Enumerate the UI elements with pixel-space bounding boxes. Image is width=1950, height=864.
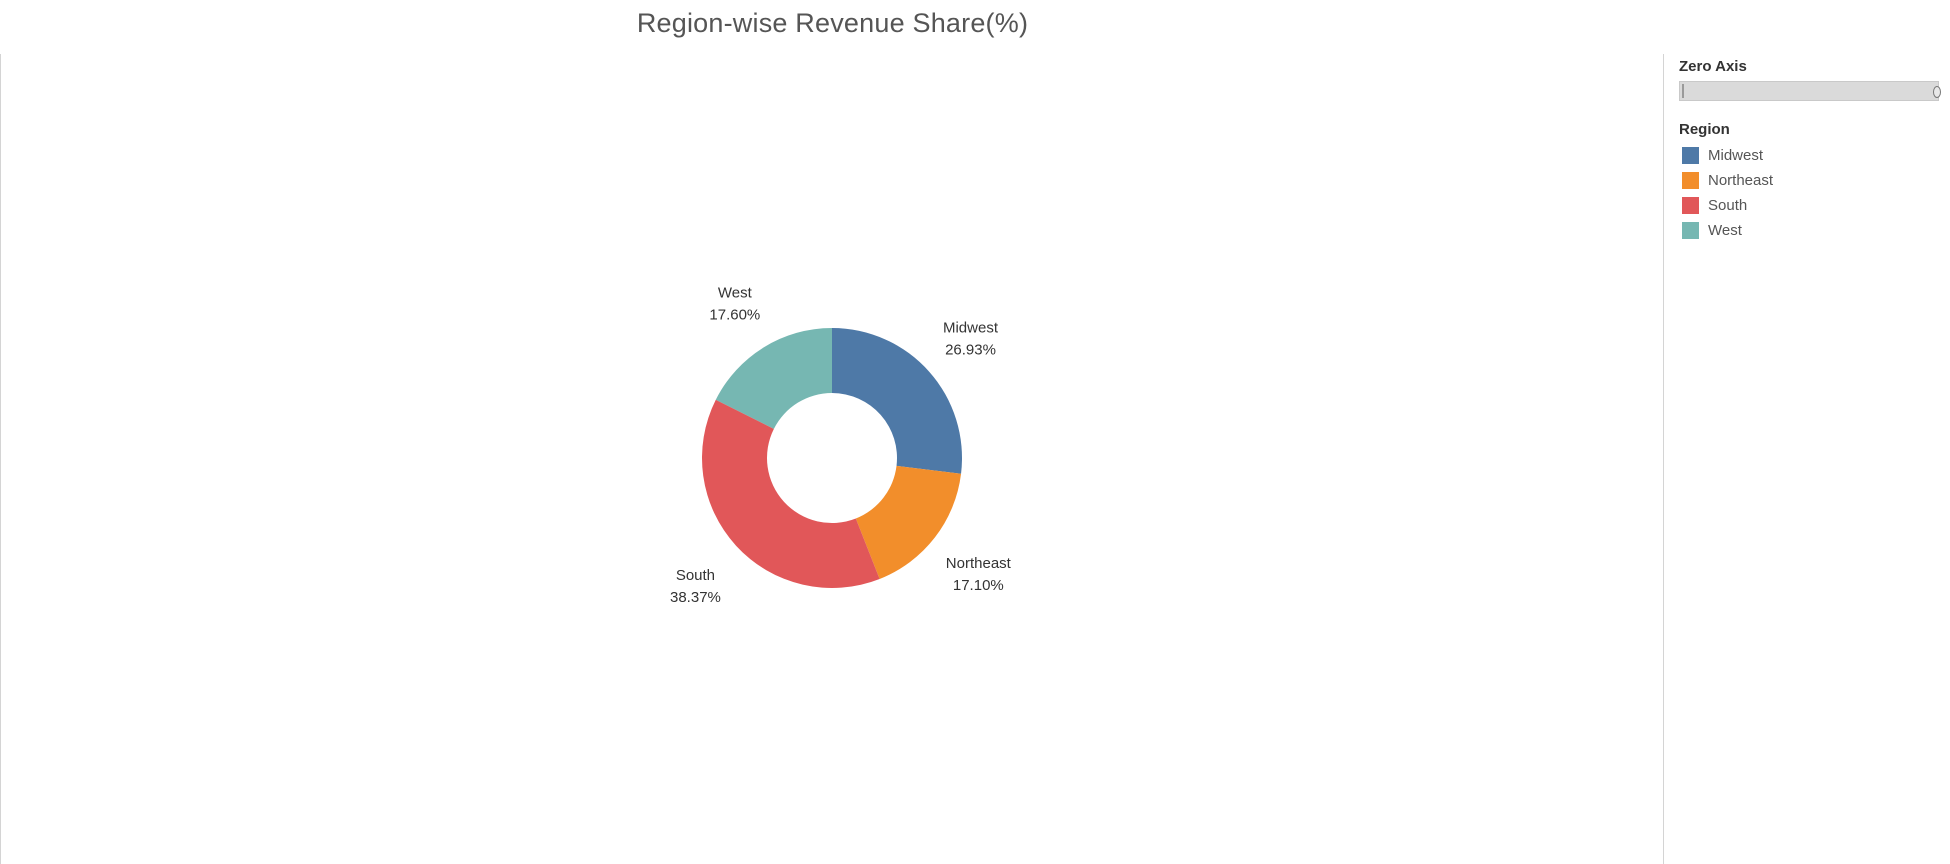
- slice-label-name: South: [676, 567, 715, 584]
- donut-chart: Midwest 26.93% Northeast 17.10% South 38.37% W…: [670, 285, 1012, 606]
- legend: Midwest Northeast South West: [1679, 143, 1949, 243]
- donut-slice-northeast[interactable]: [855, 465, 962, 579]
- slice-label-value: 17.10%: [953, 577, 1004, 594]
- slice-label-value: 26.93%: [945, 341, 996, 358]
- panel-divider: [1663, 54, 1664, 864]
- slice-label-value: 17.60%: [709, 307, 760, 324]
- slice-label-name: Northeast: [946, 555, 1012, 572]
- zero-axis-slider[interactable]: [1679, 81, 1941, 101]
- donut-slice-south[interactable]: [701, 399, 880, 589]
- legend-item-south[interactable]: South: [1679, 193, 1949, 218]
- legend-swatch: [1682, 222, 1699, 239]
- donut-slice-west[interactable]: [715, 328, 832, 429]
- slider-left-handle[interactable]: [1682, 84, 1684, 98]
- slice-label-value: 38.37%: [670, 589, 721, 606]
- chart-title: Region-wise Revenue Share(%): [636, 8, 1029, 38]
- side-panel: Zero Axis Region Midwest Northeast South…: [1679, 58, 1949, 243]
- legend-swatch: [1682, 147, 1699, 164]
- legend-label: South: [1708, 197, 1748, 214]
- legend-item-northeast[interactable]: Northeast: [1679, 168, 1949, 193]
- donut-slice-midwest[interactable]: [832, 328, 962, 474]
- left-divider: [0, 54, 1, 864]
- legend-swatch: [1682, 172, 1699, 189]
- legend-label: West: [1708, 222, 1742, 239]
- legend-label: Northeast: [1708, 172, 1774, 189]
- slice-label-name: West: [718, 285, 753, 302]
- legend-swatch: [1682, 197, 1699, 214]
- legend-item-midwest[interactable]: Midwest: [1679, 143, 1949, 168]
- slider-right-handle[interactable]: [1933, 86, 1941, 98]
- legend-item-west[interactable]: West: [1679, 218, 1949, 243]
- legend-title: Region: [1679, 121, 1730, 138]
- legend-label: Midwest: [1708, 147, 1764, 164]
- zero-axis-label: Zero Axis: [1679, 58, 1747, 75]
- slice-label-name: Midwest: [943, 319, 999, 336]
